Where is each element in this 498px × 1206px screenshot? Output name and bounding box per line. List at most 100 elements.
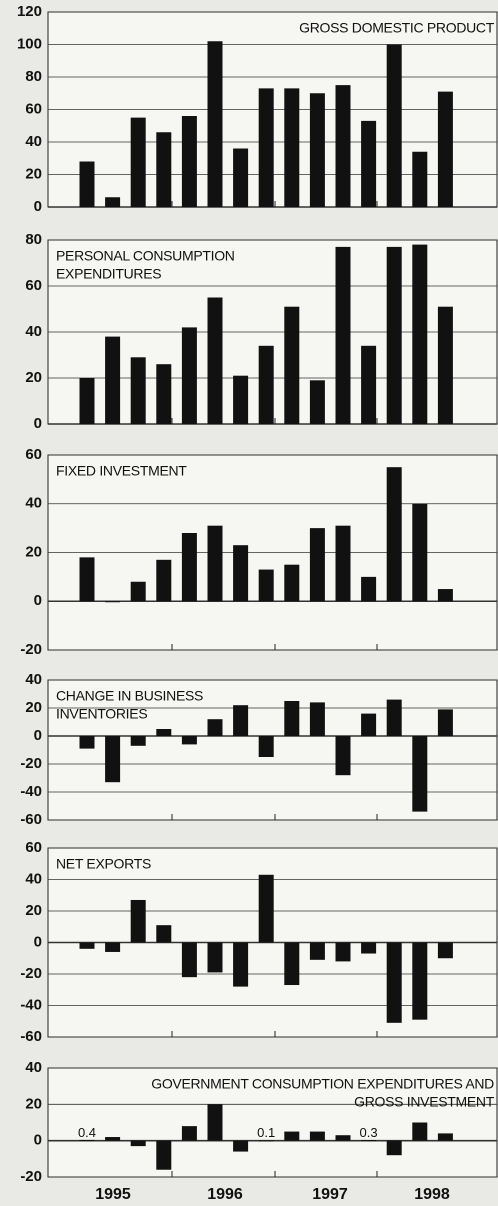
y-tick-label: 0 [34, 198, 42, 215]
bar [284, 942, 300, 986]
bar [130, 117, 146, 207]
bar [309, 380, 325, 424]
bar [437, 91, 453, 207]
y-tick-label: -40 [20, 996, 42, 1013]
bar [437, 709, 453, 736]
bar [335, 525, 351, 602]
panel-title: NET EXPORTS [56, 856, 151, 872]
bar [233, 148, 249, 207]
bar [130, 736, 146, 746]
panel-title: GOVERNMENT CONSUMPTION EXPENDITURES AND [151, 1076, 494, 1092]
bar [105, 197, 121, 207]
bar [437, 306, 453, 424]
bar [130, 1140, 146, 1147]
bar [233, 705, 249, 736]
y-tick-label: -20 [20, 965, 42, 982]
bar [207, 41, 223, 207]
y-tick-label: 40 [25, 495, 42, 512]
bar [284, 701, 300, 736]
bar [258, 88, 274, 207]
bar [412, 942, 428, 1020]
bar [309, 528, 325, 602]
bar [309, 1131, 325, 1141]
bar [233, 375, 249, 424]
bar [284, 1131, 300, 1141]
y-tick-label: 60 [25, 839, 42, 856]
bar [386, 44, 402, 207]
y-tick-label: 20 [25, 902, 42, 919]
bar [207, 525, 223, 602]
bar [156, 132, 172, 207]
bar [386, 467, 402, 602]
bar [105, 1137, 121, 1141]
y-tick-label: 0 [34, 415, 42, 432]
bar [309, 93, 325, 207]
y-tick-label: 20 [25, 543, 42, 560]
y-tick-label: 20 [25, 165, 42, 182]
y-tick-label: -60 [20, 811, 42, 828]
panel-title: INVENTORIES [56, 706, 147, 722]
x-axis-label: 1995 [95, 1186, 131, 1203]
bar [386, 699, 402, 736]
bar [181, 327, 197, 424]
bar [335, 246, 351, 424]
bar [335, 1135, 351, 1141]
bar [207, 942, 223, 973]
bar [207, 1104, 223, 1141]
bar [79, 378, 95, 424]
bar [156, 559, 172, 602]
y-tick-label: -20 [20, 755, 42, 772]
y-tick-label: 60 [25, 277, 42, 294]
bar [309, 942, 325, 960]
bar [361, 576, 377, 602]
bar [105, 336, 121, 424]
y-tick-label: 40 [25, 870, 42, 887]
bar [156, 364, 172, 424]
panel-title: FIXED INVESTMENT [56, 463, 187, 479]
y-tick-label: 40 [25, 1059, 42, 1076]
panel-title: GROSS DOMESTIC PRODUCT [299, 20, 495, 36]
bar [105, 736, 121, 783]
bar [412, 151, 428, 207]
bar [79, 557, 95, 602]
bar [386, 942, 402, 1023]
y-tick-label: 0 [34, 727, 42, 744]
bar [412, 503, 428, 602]
bar [156, 1140, 172, 1170]
bar [412, 736, 428, 812]
bar [156, 925, 172, 943]
bar [207, 719, 223, 736]
bar [156, 729, 172, 736]
bar [105, 601, 121, 603]
bar [258, 345, 274, 424]
bar [105, 942, 121, 952]
bar [79, 736, 95, 749]
bar [181, 116, 197, 207]
bar [412, 244, 428, 424]
y-tick-label: -60 [20, 1028, 42, 1045]
y-tick-label: -20 [20, 1168, 42, 1185]
panel-title: PERSONAL CONSUMPTION [56, 248, 235, 264]
bar [437, 589, 453, 602]
y-tick-label: -20 [20, 641, 42, 658]
bar [233, 545, 249, 602]
bar [335, 736, 351, 776]
bar [181, 533, 197, 602]
y-tick-label: 20 [25, 699, 42, 716]
bar [284, 306, 300, 424]
bar [361, 942, 377, 954]
y-tick-label: 20 [25, 1095, 42, 1112]
bar [335, 85, 351, 207]
y-tick-label: 40 [25, 133, 42, 150]
y-tick-label: -40 [20, 783, 42, 800]
bar [130, 357, 146, 424]
bar [284, 88, 300, 207]
bar [258, 874, 274, 943]
bar [233, 942, 249, 987]
bar [335, 942, 351, 962]
bar [309, 702, 325, 736]
bar [361, 120, 377, 207]
y-tick-label: 80 [25, 68, 42, 85]
bar [437, 1133, 453, 1141]
